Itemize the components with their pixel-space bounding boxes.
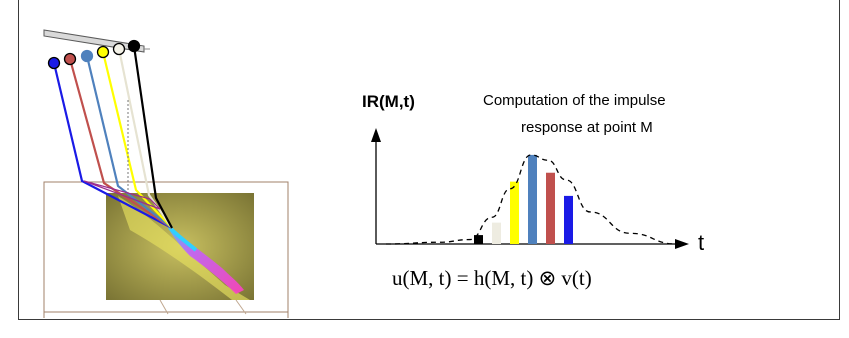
ray-path-blue	[52, 62, 173, 229]
bar-group	[474, 154, 573, 244]
impulse-response-plot: IR(M,t) Computation of the impulse respo…	[362, 92, 704, 290]
element-red	[63, 52, 77, 66]
bar-steel-blue	[528, 154, 537, 244]
caption-line-2: response at point M	[521, 119, 653, 136]
ray-path-steel-blue	[85, 55, 173, 229]
element-yellow	[96, 45, 110, 59]
interface-marker	[83, 180, 161, 210]
bar-red	[546, 172, 555, 244]
element-blue	[47, 56, 61, 70]
refraction-guide	[159, 299, 169, 315]
bar-beige	[492, 222, 501, 244]
bar-yellow	[510, 181, 519, 244]
beam-core	[168, 226, 198, 252]
transducer-elements	[47, 39, 141, 70]
transducer-illustration	[43, 29, 289, 318]
bar-black	[474, 235, 483, 244]
bar-blue	[564, 195, 573, 244]
ray-path-yellow	[101, 51, 173, 229]
caption-line-1: Computation of the impulse	[483, 92, 666, 109]
y-axis-label: IR(M,t)	[362, 92, 415, 111]
element-black	[127, 39, 141, 53]
x-axis-arrow	[675, 239, 689, 249]
ray-paths	[52, 45, 173, 229]
ray-path-beige	[117, 48, 173, 229]
x-axis-label: t	[698, 230, 704, 255]
y-axis-arrow	[371, 128, 381, 142]
refraction-guide	[235, 299, 247, 315]
envelope-curve	[385, 154, 677, 245]
ray-path-black	[132, 45, 173, 229]
field-glow	[118, 196, 250, 300]
element-steel-blue	[80, 49, 94, 63]
convolution-equation: u(M, t) = h(M, t) ⊗ v(t)	[392, 266, 592, 290]
ray-path-red	[68, 58, 173, 229]
element-beige	[112, 42, 126, 56]
